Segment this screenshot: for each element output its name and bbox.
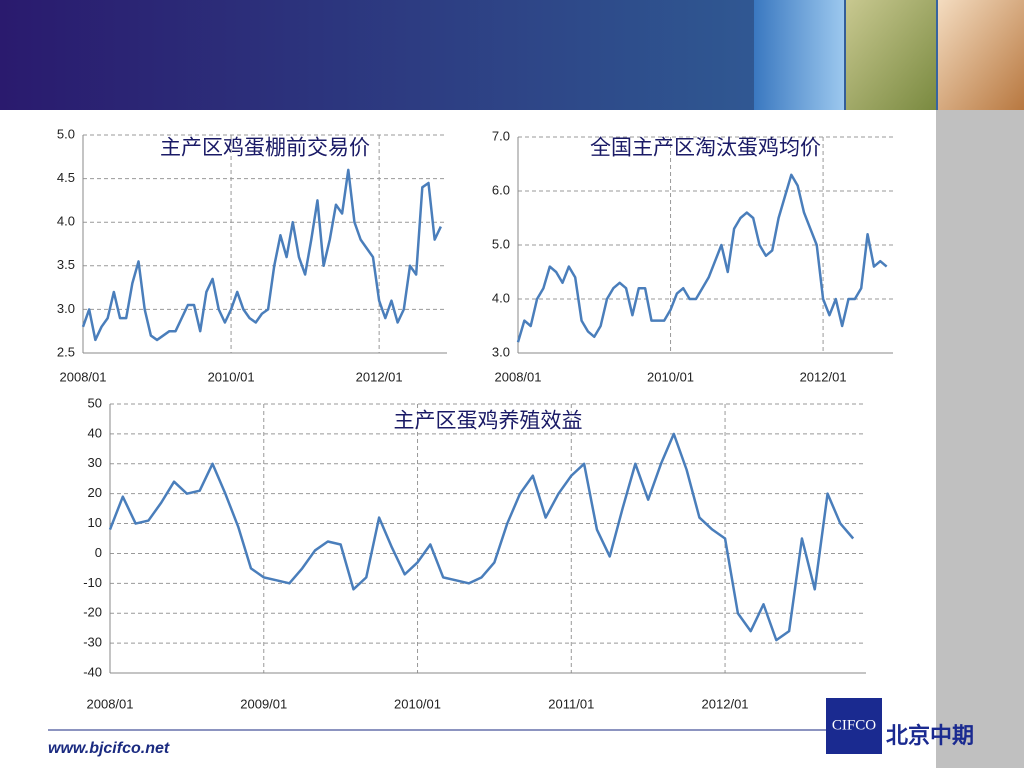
y-tick-label: 10 — [88, 515, 102, 530]
x-tick-label: 2011/01 — [548, 696, 594, 711]
x-tick-label: 2012/01 — [800, 369, 847, 384]
x-tick-label: 2010/01 — [647, 369, 694, 384]
data-line — [516, 173, 888, 343]
header-image — [846, 0, 936, 110]
y-tick-label: 40 — [88, 425, 102, 440]
x-tick-label: 2009/01 — [240, 696, 287, 711]
y-tick-label: 6.0 — [492, 182, 510, 197]
y-tick-label: 2.5 — [57, 344, 75, 359]
x-tick-label: 2008/01 — [60, 369, 107, 384]
y-tick-label: 4.5 — [57, 170, 75, 185]
header-image — [754, 0, 844, 110]
footer-url: www.bjcifco.net — [48, 740, 170, 757]
x-tick-label: 2012/01 — [356, 369, 403, 384]
y-tick-label: 4.0 — [57, 214, 75, 229]
y-tick-label: -40 — [83, 664, 102, 679]
y-tick-label: 0 — [95, 545, 102, 560]
side-strip — [936, 110, 1024, 768]
data-line — [108, 432, 855, 642]
y-tick-label: 3.0 — [57, 301, 75, 316]
chart-title: 主产区鸡蛋棚前交易价 — [160, 137, 370, 160]
y-tick-label: 4.0 — [492, 290, 510, 305]
header-image — [938, 0, 1024, 110]
logo-box — [826, 698, 882, 754]
y-tick-label: -20 — [83, 605, 102, 620]
y-tick-label: 5.0 — [492, 236, 510, 251]
data-line — [81, 168, 442, 342]
y-tick-label: 3.0 — [492, 344, 510, 359]
x-tick-label: 2010/01 — [394, 696, 441, 711]
chart-title: 全国主产区淘汰蛋鸡均价 — [590, 137, 821, 160]
x-tick-label: 2010/01 — [208, 369, 255, 384]
y-tick-label: 3.5 — [57, 257, 75, 272]
logo-mark: CIFCO — [832, 717, 876, 733]
y-tick-label: 20 — [88, 485, 102, 500]
y-tick-label: 30 — [88, 455, 102, 470]
x-tick-label: 2012/01 — [702, 696, 749, 711]
y-tick-label: 7.0 — [492, 128, 510, 143]
chart-title: 主产区蛋鸡养殖效益 — [394, 410, 583, 433]
y-tick-label: -30 — [83, 635, 102, 650]
y-tick-label: 50 — [88, 395, 102, 410]
y-tick-label: 5.0 — [57, 126, 75, 141]
y-tick-label: -10 — [83, 575, 102, 590]
logo-text: 北京中期 — [886, 723, 974, 748]
x-tick-label: 2008/01 — [495, 369, 542, 384]
x-tick-label: 2008/01 — [87, 696, 134, 711]
